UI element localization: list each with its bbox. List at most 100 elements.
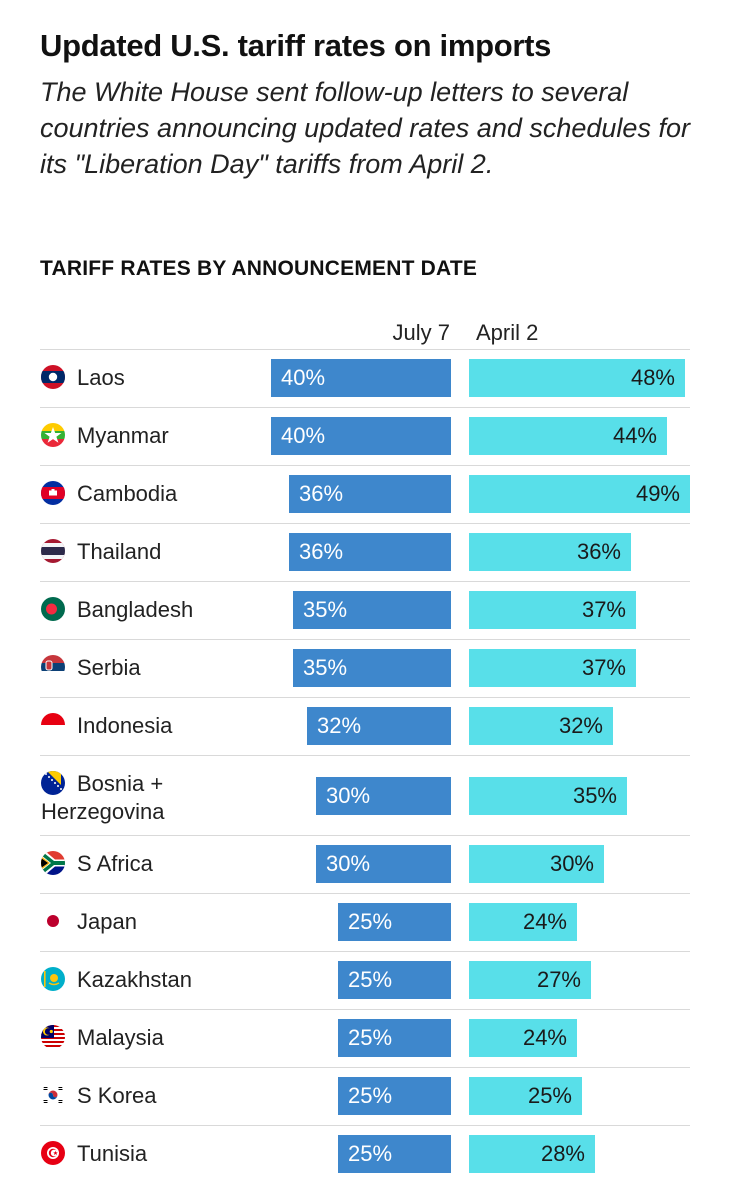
value-label-july-s-korea: 25%: [348, 1083, 393, 1108]
bar-july-thailand: [289, 533, 451, 571]
row-separator: [40, 951, 690, 952]
bar-april-myanmar: [469, 417, 667, 455]
row-separator: [40, 639, 690, 640]
country-label-malaysia: Malaysia: [77, 1025, 164, 1050]
flag-thailand-icon: [41, 539, 65, 563]
flag-myanmar-icon: [41, 423, 65, 447]
country-label-indonesia: Indonesia: [77, 713, 173, 738]
row-separator: [40, 1009, 690, 1010]
country-label-bangladesh: Bangladesh: [77, 597, 194, 622]
column-header-april: April 2: [476, 320, 539, 345]
country-label-laos: Laos: [77, 365, 125, 390]
bar-july-malaysia: [338, 1019, 451, 1057]
bar-july-bosnia-herzegovina: [316, 777, 451, 815]
value-label-july-bangladesh: 35%: [303, 597, 348, 622]
country-label-bosnia-herzegovina: Bosnia + Herzegovina: [41, 771, 165, 824]
row-separator: [40, 697, 690, 698]
row-separator: [40, 581, 690, 582]
value-label-april-serbia: 37%: [581, 655, 626, 680]
value-label-july-cambodia: 36%: [299, 481, 344, 506]
bar-july-cambodia: [289, 475, 451, 513]
country-label-kazakhstan: Kazakhstan: [77, 967, 192, 992]
flag-laos-icon: [41, 365, 65, 389]
value-label-july-laos: 40%: [281, 365, 326, 390]
value-label-july-malaysia: 25%: [348, 1025, 393, 1050]
value-label-july-indonesia: 32%: [317, 713, 362, 738]
flag-bosnia-icon: [41, 771, 65, 795]
bar-april-tunisia: [469, 1135, 595, 1173]
row-separator: [40, 465, 690, 466]
country-label-tunisia: Tunisia: [77, 1141, 148, 1166]
value-label-july-tunisia: 25%: [348, 1141, 393, 1166]
column-header-july: July 7: [392, 320, 450, 345]
flag-bangladesh-icon: [41, 597, 65, 621]
row-separator: [40, 1125, 690, 1126]
value-label-july-bosnia-herzegovina: 30%: [326, 783, 371, 808]
bar-april-kazakhstan: [469, 961, 591, 999]
bar-april-malaysia: [469, 1019, 577, 1057]
bar-july-s-africa: [316, 845, 451, 883]
value-label-april-malaysia: 24%: [522, 1025, 567, 1050]
country-label-myanmar: Myanmar: [77, 423, 169, 448]
country-label-s-korea: S Korea: [77, 1083, 157, 1108]
bar-april-indonesia: [469, 707, 613, 745]
bar-april-japan: [469, 903, 577, 941]
flag-tunisia-icon: [41, 1141, 65, 1165]
value-label-april-thailand: 36%: [576, 539, 621, 564]
bar-july-serbia: [293, 649, 451, 687]
bar-april-thailand: [469, 533, 631, 571]
value-label-april-tunisia: 28%: [540, 1141, 585, 1166]
row-separator: [40, 523, 690, 524]
chart-title: Updated U.S. tariff rates on imports: [40, 28, 552, 63]
flag-south-africa-icon: [41, 851, 65, 875]
value-label-april-kazakhstan: 27%: [536, 967, 581, 992]
bar-july-bangladesh: [293, 591, 451, 629]
country-label-serbia: Serbia: [77, 655, 141, 680]
chart-subtitle: The White House sent follow-up letters t…: [40, 77, 690, 179]
bar-july-tunisia: [338, 1135, 451, 1173]
bar-april-cambodia: [469, 475, 690, 513]
country-label-cambodia: Cambodia: [77, 481, 178, 506]
bar-april-bosnia-herzegovina: [469, 777, 627, 815]
flag-south-korea-icon: [41, 1083, 65, 1107]
bar-july-japan: [338, 903, 451, 941]
row-separator: [40, 349, 690, 350]
flag-kazakhstan-icon: [41, 967, 65, 991]
value-label-april-s-korea: 25%: [527, 1083, 572, 1108]
bar-april-s-africa: [469, 845, 604, 883]
row-separator: [40, 835, 690, 836]
row-separator: [40, 1067, 690, 1068]
row-separator: [40, 893, 690, 894]
bar-july-myanmar: [271, 417, 451, 455]
section-label: TARIFF RATES BY ANNOUNCEMENT DATE: [40, 257, 478, 280]
value-label-april-indonesia: 32%: [558, 713, 603, 738]
value-label-april-cambodia: 49%: [635, 481, 680, 506]
flag-malaysia-icon: [41, 1025, 65, 1049]
country-label-s-africa: S Africa: [77, 851, 153, 876]
value-label-july-kazakhstan: 25%: [348, 967, 393, 992]
value-label-april-s-africa: 30%: [549, 851, 594, 876]
value-label-april-laos: 48%: [630, 365, 675, 390]
flag-cambodia-icon: [41, 481, 65, 505]
bar-april-laos: [469, 359, 685, 397]
value-label-july-s-africa: 30%: [326, 851, 371, 876]
bar-july-indonesia: [307, 707, 451, 745]
value-label-april-japan: 24%: [522, 909, 567, 934]
flag-indonesia-icon: [41, 713, 65, 737]
value-label-july-myanmar: 40%: [281, 423, 326, 448]
bar-april-serbia: [469, 649, 636, 687]
bar-july-s-korea: [338, 1077, 451, 1115]
value-label-july-japan: 25%: [348, 909, 393, 934]
value-label-july-serbia: 35%: [303, 655, 348, 680]
bar-april-bangladesh: [469, 591, 636, 629]
flag-serbia-icon: [41, 655, 65, 679]
flag-japan-icon: [41, 909, 65, 933]
value-label-april-bosnia-herzegovina: 35%: [572, 783, 617, 808]
row-separator: [40, 407, 690, 408]
value-label-april-myanmar: 44%: [612, 423, 657, 448]
value-label-july-thailand: 36%: [299, 539, 344, 564]
row-separator: [40, 755, 690, 756]
value-label-april-bangladesh: 37%: [581, 597, 626, 622]
bar-april-s-korea: [469, 1077, 582, 1115]
